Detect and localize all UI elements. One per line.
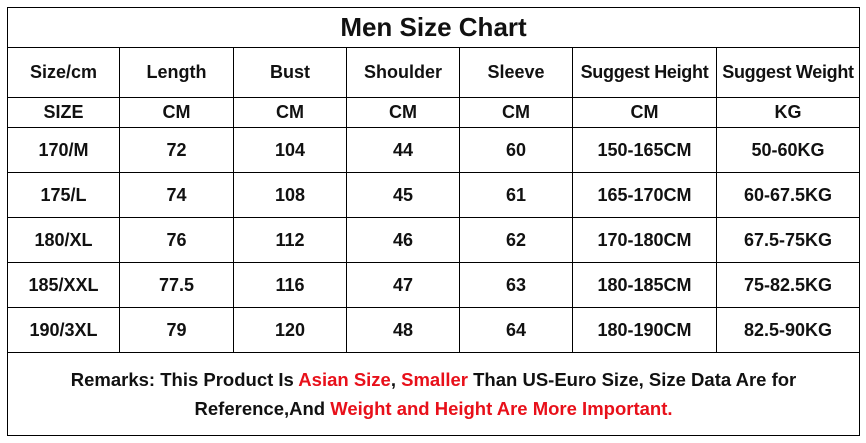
table-cell: 108: [233, 172, 347, 218]
table-cell: 180-190CM: [572, 307, 717, 353]
table-cell: 165-170CM: [572, 172, 717, 218]
unit-cell: SIZE: [7, 97, 120, 128]
unit-row: SIZE CM CM CM CM CM KG: [7, 97, 861, 128]
table-cell: 60-67.5KG: [715, 172, 861, 218]
table-row: 190/3XL 79 120 48 64 180-190CM 82.5-90KG: [7, 307, 861, 353]
unit-cell: CM: [346, 97, 460, 128]
header-cell: Sleeve: [459, 47, 573, 98]
table-cell: 116: [233, 262, 347, 308]
table-cell: 63: [459, 262, 573, 308]
table-cell: 170-180CM: [572, 217, 717, 263]
table-cell: 67.5-75KG: [715, 217, 861, 263]
table-cell: 180-185CM: [572, 262, 717, 308]
chart-title: Men Size Chart: [6, 7, 861, 48]
table-cell: 112: [233, 217, 347, 263]
table-cell: 46: [346, 217, 460, 263]
header-cell: Size/cm: [7, 47, 120, 98]
table-cell: 180/XL: [7, 217, 120, 263]
remarks-text: Remarks: This Product Is: [70, 369, 299, 390]
table-cell: 64: [459, 307, 573, 353]
size-chart-table: Men Size Chart Size/cm Length Bust Shoul…: [6, 7, 861, 436]
header-row: Size/cm Length Bust Shoulder Sleeve Sugg…: [7, 47, 861, 98]
table-cell: 62: [459, 217, 573, 263]
header-cell: Suggest Height: [572, 47, 717, 98]
remarks-highlight: Smaller: [401, 369, 468, 390]
table-cell: 74: [119, 172, 234, 218]
remarks: Remarks: This Product Is Asian Size, Sma…: [6, 352, 861, 436]
table-cell: 150-165CM: [572, 127, 717, 173]
table-row: 170/M 72 104 44 60 150-165CM 50-60KG: [7, 127, 861, 173]
table-row: 175/L 74 108 45 61 165-170CM 60-67.5KG: [7, 172, 861, 218]
unit-cell: CM: [233, 97, 347, 128]
table-cell: 50-60KG: [715, 127, 861, 173]
header-cell: Shoulder: [346, 47, 460, 98]
table-cell: 47: [346, 262, 460, 308]
header-cell: Suggest Weight: [715, 47, 861, 98]
table-cell: 61: [459, 172, 573, 218]
remarks-text: ,: [390, 369, 402, 390]
table-cell: 60: [459, 127, 573, 173]
table-cell: 82.5-90KG: [715, 307, 861, 353]
header-cell: Length: [119, 47, 234, 98]
table-cell: 170/M: [7, 127, 120, 173]
header-cell: Bust: [233, 47, 347, 98]
table-cell: 77.5: [119, 262, 234, 308]
table-cell: 48: [346, 307, 460, 353]
remarks-highlight: Weight and Height Are More Important.: [330, 398, 673, 419]
remarks-highlight: Asian Size: [298, 369, 391, 390]
unit-cell: CM: [572, 97, 717, 128]
table-cell: 79: [119, 307, 234, 353]
table-cell: 120: [233, 307, 347, 353]
unit-cell: CM: [119, 97, 234, 128]
table-cell: 44: [346, 127, 460, 173]
table-cell: 72: [119, 127, 234, 173]
table-cell: 104: [233, 127, 347, 173]
unit-cell: CM: [459, 97, 573, 128]
table-cell: 76: [119, 217, 234, 263]
table-cell: 175/L: [7, 172, 120, 218]
unit-cell: KG: [715, 97, 861, 128]
table-row: 185/XXL 77.5 116 47 63 180-185CM 75-82.5KG: [7, 262, 861, 308]
table-cell: 45: [346, 172, 460, 218]
remarks-text: Than US-Euro Size, Size Data Are for Ref…: [194, 369, 797, 419]
table-cell: 75-82.5KG: [715, 262, 861, 308]
table-row: 180/XL 76 112 46 62 170-180CM 67.5-75KG: [7, 217, 861, 263]
table-cell: 185/XXL: [7, 262, 120, 308]
table-cell: 190/3XL: [7, 307, 120, 353]
